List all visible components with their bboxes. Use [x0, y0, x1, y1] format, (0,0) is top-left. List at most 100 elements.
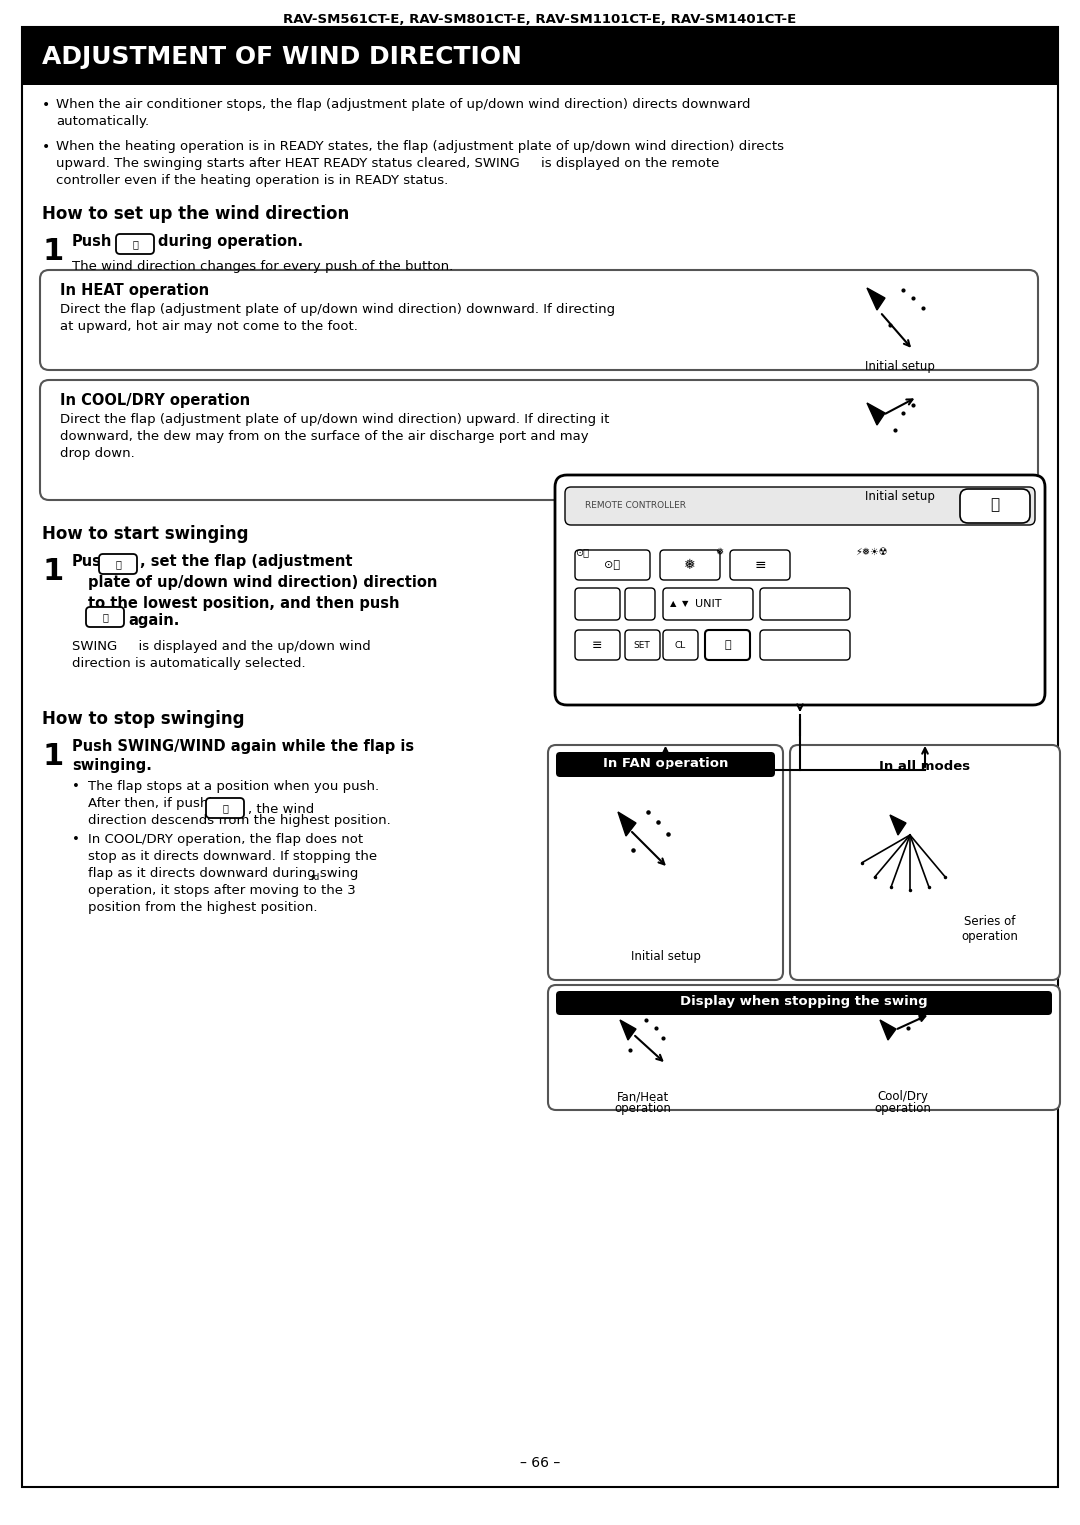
Text: operation: operation — [961, 930, 1018, 942]
FancyBboxPatch shape — [99, 554, 137, 573]
Polygon shape — [890, 814, 906, 836]
Text: upward. The swinging starts after HEAT READY status cleared, SWING     is displa: upward. The swinging starts after HEAT R… — [56, 157, 719, 169]
FancyBboxPatch shape — [548, 746, 783, 981]
Text: ⌗: ⌗ — [222, 804, 228, 813]
Text: Push: Push — [72, 233, 112, 249]
Text: Direct the flap (adjustment plate of up/down wind direction) upward. If directin: Direct the flap (adjustment plate of up/… — [60, 413, 609, 425]
Text: In COOL/DRY operation, the flap does not: In COOL/DRY operation, the flap does not — [87, 833, 363, 846]
Text: How to set up the wind direction: How to set up the wind direction — [42, 204, 349, 223]
Text: operation: operation — [615, 1103, 672, 1115]
Text: rd: rd — [310, 872, 320, 881]
FancyBboxPatch shape — [556, 991, 1052, 1016]
Text: How to stop swinging: How to stop swinging — [42, 711, 244, 727]
Text: downward, the dew may from on the surface of the air discharge port and may: downward, the dew may from on the surfac… — [60, 430, 589, 442]
Text: Direct the flap (adjustment plate of up/down wind direction) downward. If direct: Direct the flap (adjustment plate of up/… — [60, 303, 616, 316]
FancyBboxPatch shape — [565, 486, 1035, 525]
Text: ⌗: ⌗ — [725, 640, 731, 650]
Text: Initial setup: Initial setup — [865, 360, 935, 374]
Text: SWING     is displayed and the up/down wind: SWING is displayed and the up/down wind — [72, 640, 370, 653]
Text: In all modes: In all modes — [879, 759, 971, 773]
Text: operation, it stops after moving to the 3: operation, it stops after moving to the … — [87, 884, 355, 897]
Text: •: • — [42, 98, 51, 111]
Text: 1: 1 — [42, 743, 64, 772]
Text: Fan/Heat: Fan/Heat — [617, 1090, 670, 1103]
Polygon shape — [867, 403, 885, 425]
Text: Initial setup: Initial setup — [865, 490, 935, 503]
Text: ▼: ▼ — [681, 599, 688, 608]
Polygon shape — [880, 1020, 896, 1040]
Text: UNIT: UNIT — [694, 599, 721, 608]
FancyBboxPatch shape — [663, 589, 753, 621]
FancyBboxPatch shape — [625, 630, 660, 660]
FancyBboxPatch shape — [555, 474, 1045, 705]
Text: direction descends from the highest position.: direction descends from the highest posi… — [87, 814, 391, 827]
Text: ≡: ≡ — [592, 639, 603, 651]
Text: ⌗: ⌗ — [132, 239, 138, 249]
Text: ❅: ❅ — [715, 547, 724, 557]
FancyBboxPatch shape — [40, 270, 1038, 371]
Text: drop down.: drop down. — [60, 447, 135, 461]
Text: operation: operation — [875, 1103, 931, 1115]
Text: position from the highest position.: position from the highest position. — [87, 901, 318, 913]
Text: Push: Push — [72, 554, 112, 569]
Text: Push SWING/WIND again while the flap is: Push SWING/WIND again while the flap is — [72, 740, 414, 753]
FancyBboxPatch shape — [116, 233, 154, 255]
Text: RAV-SM561CT-E, RAV-SM801CT-E, RAV-SM1101CT-E, RAV-SM1401CT-E: RAV-SM561CT-E, RAV-SM801CT-E, RAV-SM1101… — [283, 14, 797, 26]
Text: In FAN operation: In FAN operation — [603, 758, 728, 770]
Text: during operation.: during operation. — [158, 233, 303, 249]
Text: at upward, hot air may not come to the foot.: at upward, hot air may not come to the f… — [60, 320, 357, 332]
Text: The flap stops at a position when you push.: The flap stops at a position when you pu… — [87, 779, 379, 793]
Text: SET: SET — [634, 640, 650, 650]
Text: stop as it directs downward. If stopping the: stop as it directs downward. If stopping… — [87, 849, 377, 863]
Bar — [22, 27, 1058, 85]
Text: plate of up/down wind direction) direction: plate of up/down wind direction) directi… — [87, 575, 437, 590]
Text: 1: 1 — [42, 557, 64, 586]
Text: to the lowest position, and then push: to the lowest position, and then push — [87, 596, 400, 612]
FancyBboxPatch shape — [556, 752, 775, 778]
FancyBboxPatch shape — [760, 589, 850, 621]
FancyBboxPatch shape — [660, 551, 720, 580]
Polygon shape — [867, 288, 885, 310]
Text: ❅: ❅ — [685, 558, 696, 572]
Text: direction is automatically selected.: direction is automatically selected. — [72, 657, 306, 669]
Text: Display when stopping the swing: Display when stopping the swing — [680, 996, 928, 1008]
FancyBboxPatch shape — [730, 551, 789, 580]
Polygon shape — [618, 811, 636, 836]
FancyBboxPatch shape — [548, 985, 1059, 1110]
Text: ADJUSTMENT OF WIND DIRECTION: ADJUSTMENT OF WIND DIRECTION — [42, 46, 522, 69]
Text: ⚡❅☀☢: ⚡❅☀☢ — [855, 547, 888, 557]
Text: – 66 –: – 66 – — [519, 1456, 561, 1470]
Text: •: • — [72, 833, 80, 846]
Text: How to start swinging: How to start swinging — [42, 525, 248, 543]
Text: •: • — [42, 140, 51, 154]
Text: 1: 1 — [42, 236, 64, 265]
Text: ⌗: ⌗ — [103, 612, 108, 622]
FancyBboxPatch shape — [625, 589, 654, 621]
Text: The wind direction changes for every push of the button.: The wind direction changes for every pus… — [72, 259, 454, 273]
Text: ⌗: ⌗ — [116, 560, 121, 569]
Text: automatically.: automatically. — [56, 114, 149, 128]
Text: Series of: Series of — [964, 915, 1015, 929]
Text: , set the flap (adjustment: , set the flap (adjustment — [140, 554, 352, 569]
Text: ⊙⏻: ⊙⏻ — [575, 547, 589, 557]
Text: In COOL/DRY operation: In COOL/DRY operation — [60, 393, 251, 409]
Text: flap as it directs downward during swing: flap as it directs downward during swing — [87, 868, 359, 880]
Text: , the wind: , the wind — [248, 804, 314, 816]
FancyBboxPatch shape — [575, 589, 620, 621]
FancyBboxPatch shape — [86, 607, 124, 627]
Text: ⏻: ⏻ — [990, 497, 1000, 512]
Text: ▲: ▲ — [670, 599, 676, 608]
FancyBboxPatch shape — [960, 490, 1030, 523]
Text: ⊙⏻: ⊙⏻ — [604, 560, 620, 570]
Text: swinging.: swinging. — [72, 758, 152, 773]
Text: again.: again. — [129, 613, 179, 628]
FancyBboxPatch shape — [575, 630, 620, 660]
Polygon shape — [620, 1020, 636, 1040]
Text: controller even if the heating operation is in READY status.: controller even if the heating operation… — [56, 174, 448, 188]
FancyBboxPatch shape — [575, 551, 650, 580]
Text: •: • — [72, 779, 80, 793]
Text: When the heating operation is in READY states, the flap (adjustment plate of up/: When the heating operation is in READY s… — [56, 140, 784, 153]
FancyBboxPatch shape — [663, 630, 698, 660]
FancyBboxPatch shape — [206, 798, 244, 817]
FancyBboxPatch shape — [705, 630, 750, 660]
